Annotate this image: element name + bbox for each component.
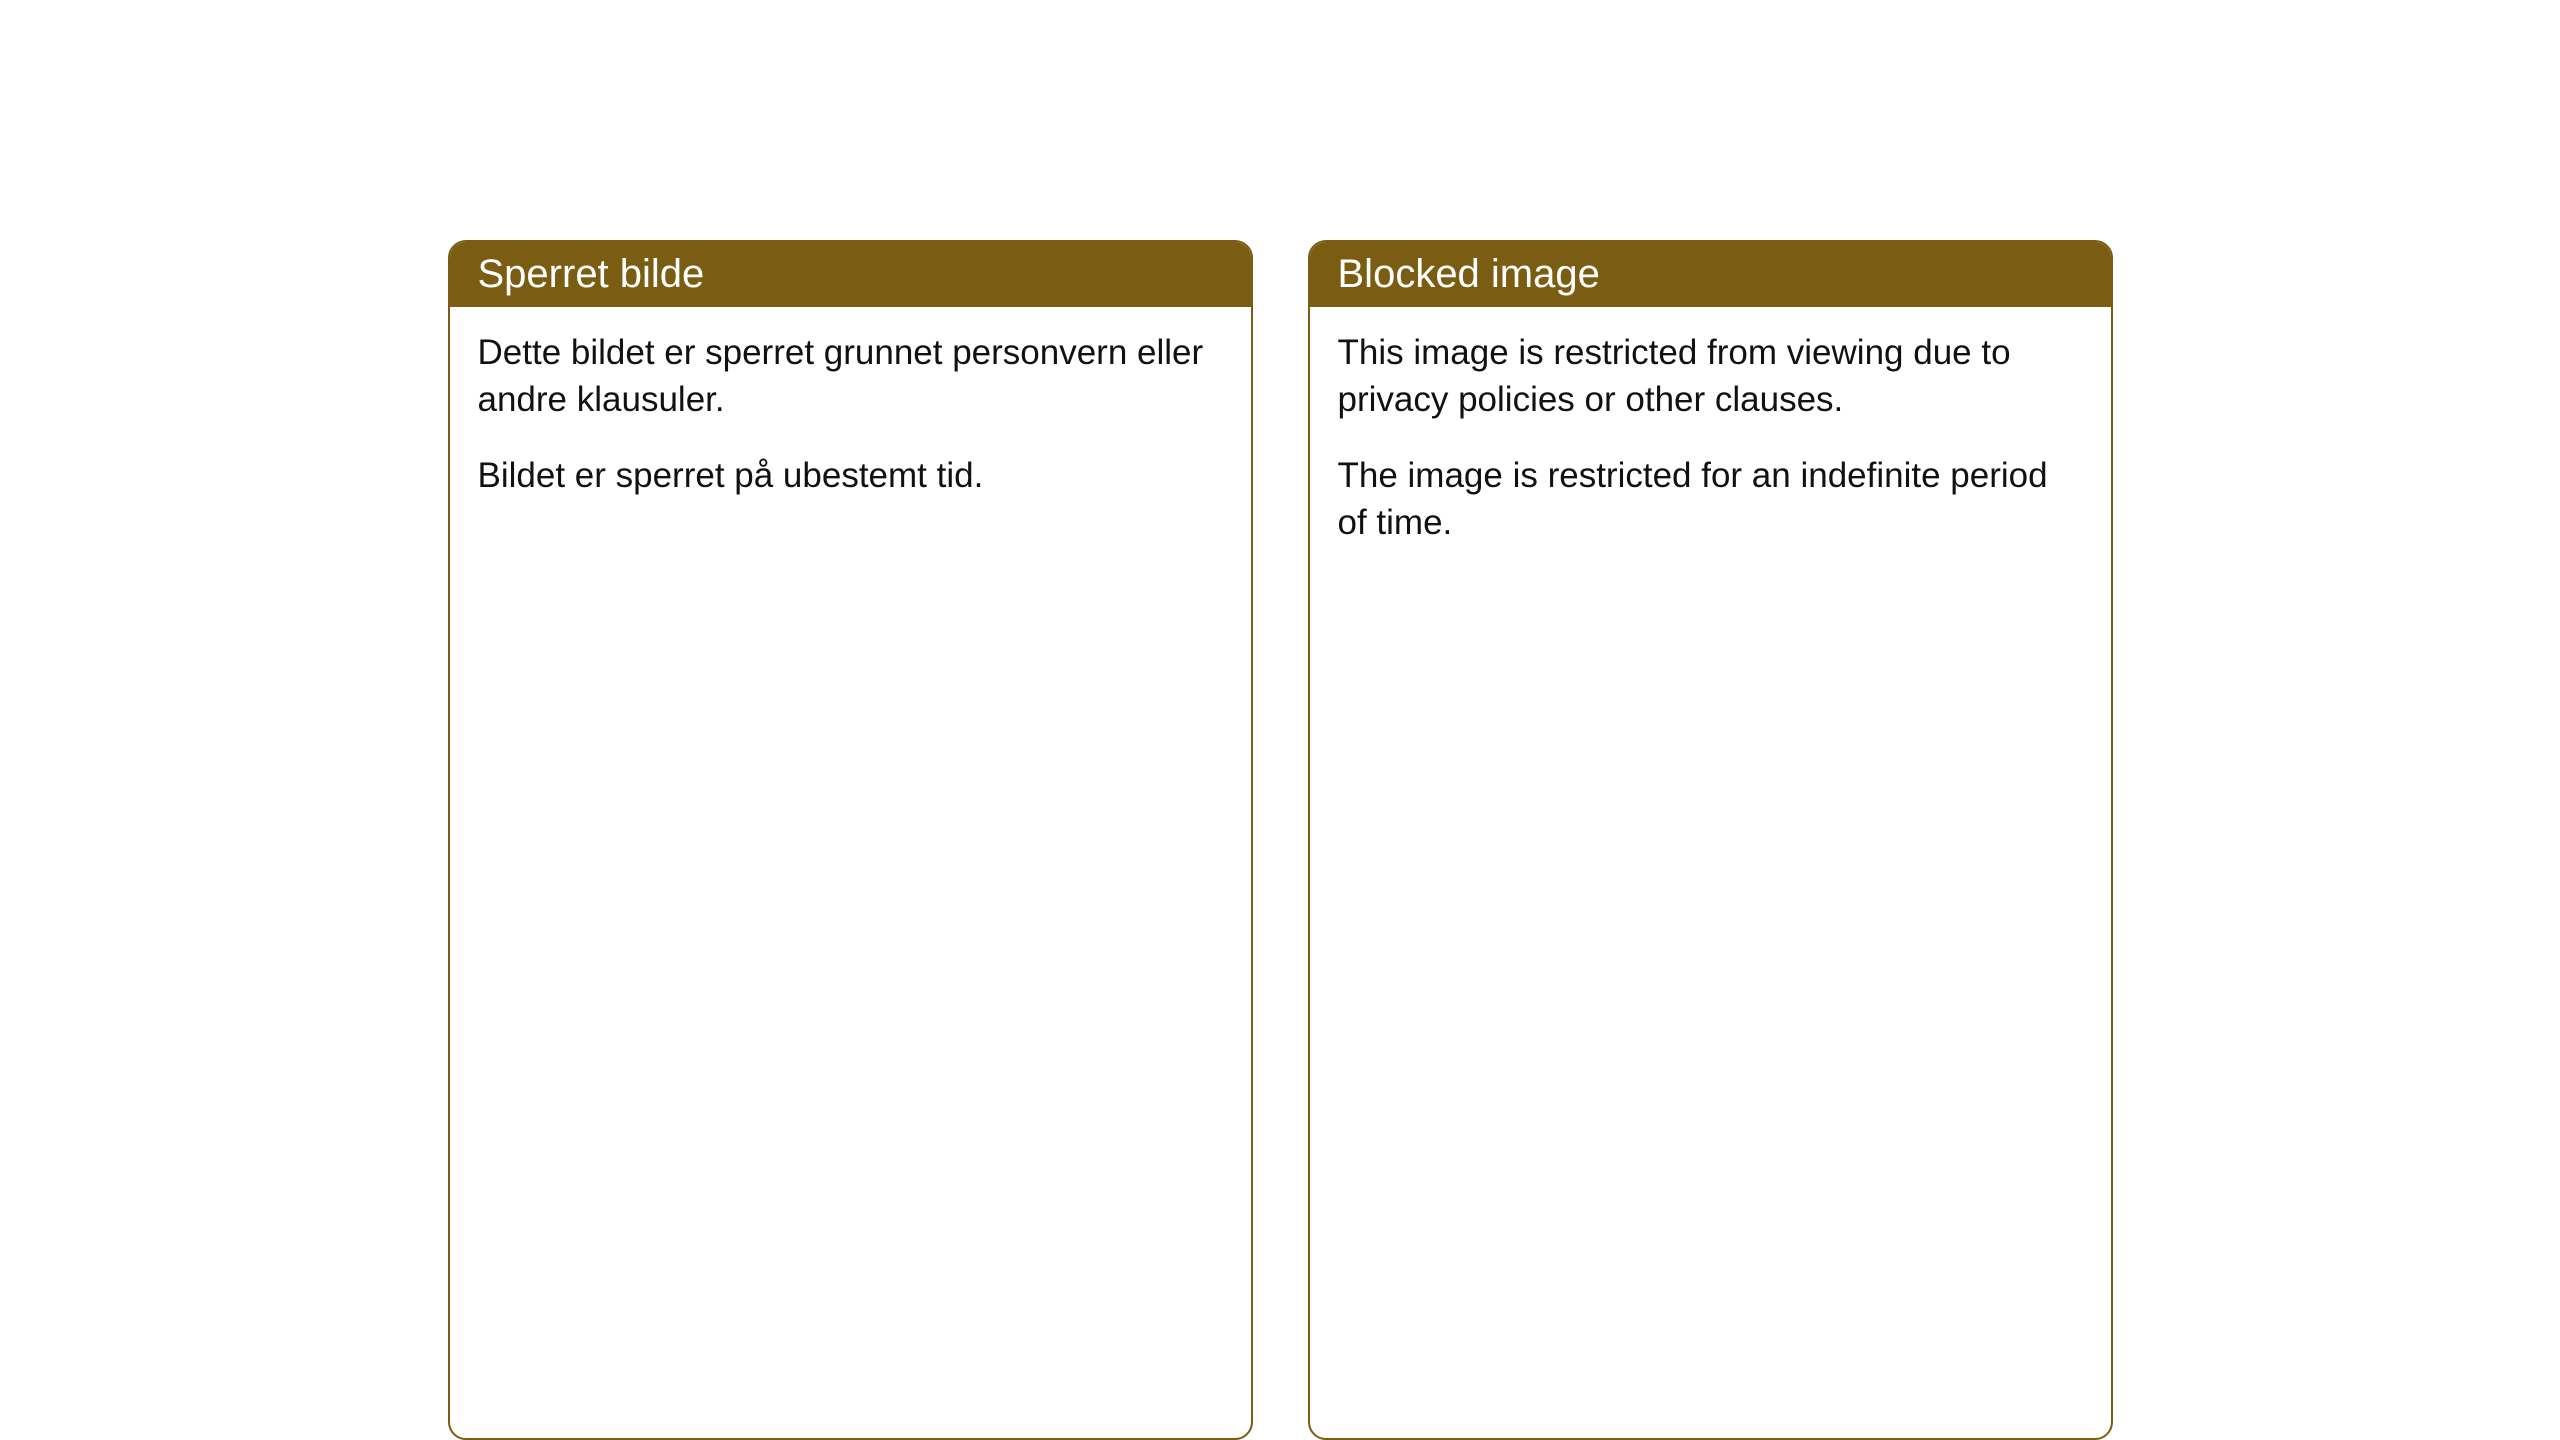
notice-para2-right: The image is restricted for an indefinit… bbox=[1338, 452, 2083, 547]
notice-card-right: Blocked image This image is restricted f… bbox=[1308, 240, 2113, 1440]
notice-header-left: Sperret bilde bbox=[450, 242, 1251, 307]
notice-para1-right: This image is restricted from viewing du… bbox=[1338, 329, 2083, 424]
notice-container: Sperret bilde Dette bildet er sperret gr… bbox=[448, 240, 2113, 1440]
notice-para2-left: Bildet er sperret på ubestemt tid. bbox=[478, 452, 1223, 499]
notice-body-left: Dette bildet er sperret grunnet personve… bbox=[450, 307, 1251, 535]
notice-body-right: This image is restricted from viewing du… bbox=[1310, 307, 2111, 582]
notice-card-left: Sperret bilde Dette bildet er sperret gr… bbox=[448, 240, 1253, 1440]
notice-title-left: Sperret bilde bbox=[478, 252, 705, 296]
notice-header-right: Blocked image bbox=[1310, 242, 2111, 307]
notice-para1-left: Dette bildet er sperret grunnet personve… bbox=[478, 329, 1223, 424]
notice-title-right: Blocked image bbox=[1338, 252, 1600, 296]
